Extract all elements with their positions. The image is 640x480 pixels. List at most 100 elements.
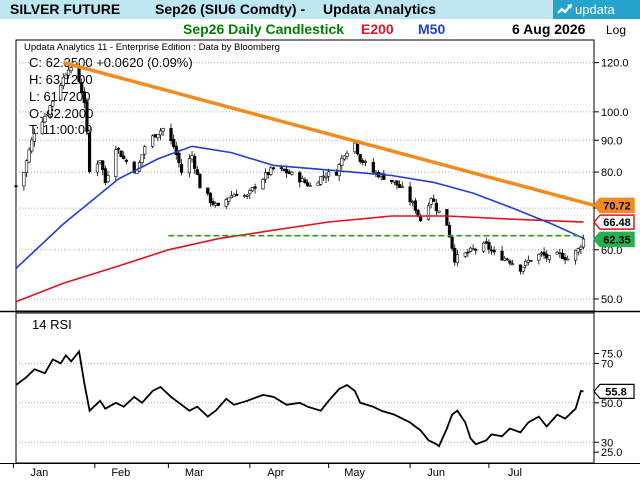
candle-up (324, 176, 328, 179)
candle-down (450, 236, 454, 249)
candle-down (177, 152, 181, 164)
candle-down (487, 242, 491, 250)
candle-up (95, 163, 100, 173)
price-tick-label: 60.0 (601, 245, 622, 257)
candle-up (263, 172, 268, 180)
candle-down (334, 172, 339, 176)
price-tick-label: 100.0 (601, 107, 629, 119)
candle-up (69, 67, 73, 72)
candle-up (261, 179, 265, 190)
candle-down (355, 143, 360, 155)
candle-up (558, 252, 562, 254)
candle-down (172, 138, 176, 147)
candle-up (40, 121, 44, 135)
candle-up (229, 195, 234, 199)
month-label: Feb (111, 467, 130, 479)
candle-up (22, 172, 26, 187)
candle-down (235, 193, 239, 196)
open-readout: O: 62.2000 (29, 106, 93, 121)
month-label: Jan (30, 467, 48, 479)
candle-up (340, 157, 344, 166)
candle-up (327, 171, 331, 177)
candle-up (114, 149, 118, 177)
candle-up (250, 187, 255, 192)
candle-down (418, 216, 423, 222)
candle-down (445, 209, 449, 226)
resistance-trendline (62, 60, 595, 208)
candle-up (316, 182, 320, 186)
candle-up (539, 252, 544, 255)
candle-down (500, 250, 504, 261)
candle-up (190, 155, 194, 160)
candle-down (382, 173, 386, 180)
candle-down (361, 160, 365, 164)
price-tag (593, 214, 635, 230)
candle-down (545, 253, 549, 259)
candle-down (563, 257, 567, 261)
chart-header: SILVER FUTURE Sep26 (SIU6 Comdty) - Upda… (0, 0, 640, 37)
candle-up (143, 146, 147, 155)
price-tag-label: 66.48 (603, 217, 631, 229)
candle-up (48, 105, 52, 115)
candle-up (140, 154, 144, 163)
indicator-lines (15, 60, 595, 303)
close-readout: C: 62.3500 +0.0620 (0.09%) (29, 55, 193, 70)
candle-down (101, 160, 105, 171)
scale-label: Log (606, 23, 626, 37)
e200-line (15, 215, 584, 303)
candle-up (437, 210, 441, 213)
price-tick-label: 120.0 (601, 58, 629, 70)
candle-up (463, 252, 467, 257)
candle-down (266, 172, 270, 176)
candle-up (300, 178, 304, 182)
candle-down (371, 161, 375, 173)
candle-down (208, 192, 213, 203)
candle-down (489, 249, 494, 252)
candle-down (279, 167, 283, 169)
candle-up (342, 155, 347, 160)
candle-down (119, 150, 123, 158)
candle-down (85, 101, 89, 132)
candle-down (358, 154, 362, 162)
candle-down (132, 161, 136, 173)
candle-up (471, 248, 475, 250)
candle-down (206, 187, 210, 195)
candle-down (298, 172, 302, 183)
candle-down (87, 132, 92, 173)
price-tick-label: 80.0 (601, 167, 622, 179)
candle-down (413, 200, 417, 211)
candle-down (303, 179, 307, 183)
candle-up (345, 152, 349, 157)
candle-up (59, 85, 63, 101)
candle-down (198, 174, 202, 189)
candle-down (453, 247, 457, 263)
info-box: Updata Analytics 11 - Enterprise Edition… (24, 42, 280, 137)
candle-up (576, 248, 580, 253)
candle-up (30, 139, 34, 152)
m50-legend: M50 (418, 21, 446, 37)
updata-logo-icon (557, 4, 572, 14)
candle-up (158, 130, 163, 136)
candle-down (193, 155, 197, 169)
candle-up (503, 257, 507, 261)
candle-up (319, 176, 323, 185)
contract-title: Sep26 (SIU6 Comdty) - (155, 1, 306, 17)
grid-lines (16, 62, 594, 443)
candle-up (64, 74, 68, 79)
candle-up (32, 133, 36, 142)
candle-up (510, 263, 515, 266)
candle-down (285, 169, 289, 174)
candle-down (14, 185, 18, 188)
candle-up (290, 171, 294, 175)
candle-down (80, 82, 84, 93)
candle-up (45, 113, 50, 116)
candle-down (432, 198, 436, 202)
value-tags: 70.72 66.48 62.35 55.8 (593, 197, 635, 399)
candle-up (269, 167, 273, 175)
candle-down (447, 224, 452, 238)
candle-up (555, 251, 559, 255)
candle-down (271, 167, 276, 169)
chart-type-title: Sep26 Daily Candlestick (183, 21, 345, 37)
candle-up (574, 250, 578, 261)
